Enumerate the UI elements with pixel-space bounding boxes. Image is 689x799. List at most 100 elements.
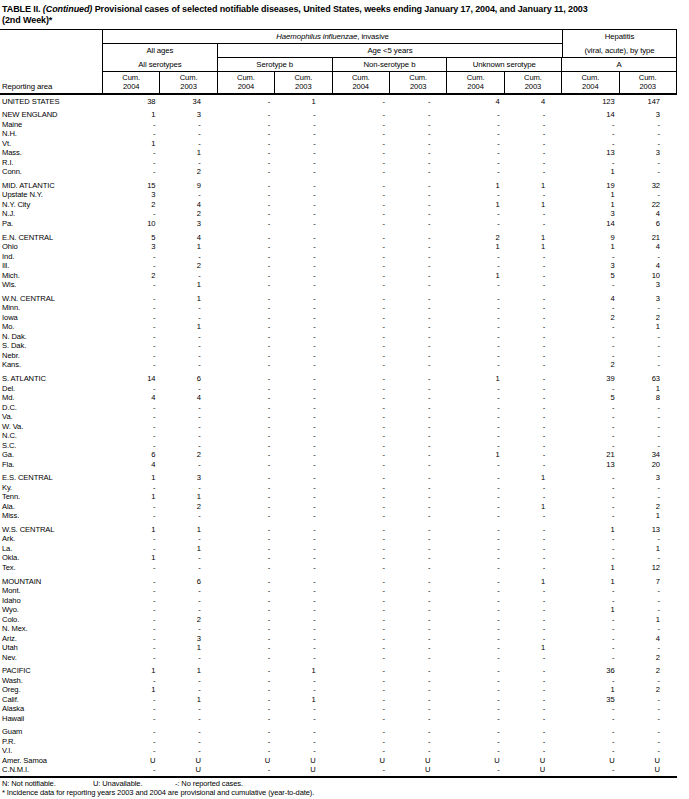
- value-cell: -: [103, 412, 160, 422]
- row-label: Tenn.: [0, 492, 103, 502]
- value-cell: -: [390, 252, 447, 262]
- table-row: E.N. CENTRAL54----21921: [0, 233, 677, 243]
- value-cell: 2: [160, 209, 217, 219]
- value-cell: -: [103, 351, 160, 361]
- value-cell: 1: [620, 615, 677, 625]
- value-cell: -: [447, 313, 504, 323]
- value-cell: 9: [160, 181, 217, 191]
- value-cell: -: [333, 209, 390, 219]
- value-cell: -: [103, 313, 160, 323]
- table-row: Ariz.-3-------4: [0, 634, 677, 644]
- value-cell: 36: [562, 666, 619, 676]
- value-cell: -: [218, 393, 275, 403]
- value-cell: -: [562, 615, 619, 625]
- row-label: Nev.: [0, 653, 103, 663]
- value-cell: 4: [160, 233, 217, 243]
- value-cell: 1: [447, 200, 504, 210]
- value-cell: -: [505, 332, 562, 342]
- value-cell: -: [275, 714, 332, 724]
- value-cell: -: [505, 525, 562, 535]
- column-header-cum-2003: Cum.2003: [275, 72, 332, 93]
- value-cell: -: [275, 577, 332, 587]
- value-cell: -: [447, 634, 504, 644]
- value-cell: -: [275, 502, 332, 512]
- value-cell: -: [275, 492, 332, 502]
- value-cell: -: [390, 322, 447, 332]
- value-cell: -: [390, 181, 447, 191]
- row-label: E.N. CENTRAL: [0, 233, 103, 243]
- value-cell: -: [103, 586, 160, 596]
- value-cell: -: [275, 676, 332, 686]
- value-cell: 4: [562, 294, 619, 304]
- value-cell: -: [505, 492, 562, 502]
- value-cell: -: [275, 704, 332, 714]
- value-cell: -: [447, 653, 504, 663]
- value-cell: -: [562, 412, 619, 422]
- value-cell: -: [333, 695, 390, 705]
- value-cell: 2: [160, 450, 217, 460]
- value-cell: -: [390, 280, 447, 290]
- all-serotypes-label: All serotypes: [103, 58, 217, 72]
- value-cell: -: [505, 431, 562, 441]
- value-cell: U: [620, 765, 677, 775]
- value-cell: -: [333, 200, 390, 210]
- value-cell: -: [333, 643, 390, 653]
- row-label: La.: [0, 544, 103, 554]
- value-cell: -: [447, 360, 504, 370]
- value-cell: -: [620, 190, 677, 200]
- value-cell: -: [505, 450, 562, 460]
- value-cell: -: [390, 403, 447, 413]
- value-cell: -: [218, 473, 275, 483]
- value-cell: -: [620, 441, 677, 451]
- value-cell: -: [160, 746, 217, 756]
- row-label: Miss.: [0, 511, 103, 521]
- cum-label: Cum.: [275, 73, 331, 82]
- value-cell: 19: [562, 181, 619, 191]
- value-cell: 1: [103, 666, 160, 676]
- value-cell: -: [275, 280, 332, 290]
- value-cell: 3: [160, 110, 217, 120]
- value-cell: -: [275, 511, 332, 521]
- value-cell: U: [505, 765, 562, 775]
- value-cell: -: [620, 492, 677, 502]
- value-cell: -: [505, 190, 562, 200]
- table-row: Ind.----------: [0, 252, 677, 262]
- table-row: Guam----------: [0, 727, 677, 737]
- value-cell: -: [505, 374, 562, 384]
- value-cell: 6: [620, 219, 677, 229]
- table-row: Tex.--------112: [0, 563, 677, 573]
- column-header-cum-2004: Cum.2004: [562, 72, 619, 93]
- value-cell: -: [562, 483, 619, 493]
- value-cell: -: [103, 643, 160, 653]
- value-cell: -: [218, 351, 275, 361]
- value-cell: -: [103, 695, 160, 705]
- value-cell: -: [562, 643, 619, 653]
- row-label: Md.: [0, 393, 103, 403]
- year-label: 2004: [103, 82, 159, 91]
- value-cell: -: [333, 294, 390, 304]
- value-cell: -: [275, 252, 332, 262]
- value-cell: -: [447, 737, 504, 747]
- table-row: Oreg.1-------12: [0, 685, 677, 695]
- table-row: N.H.----------: [0, 129, 677, 139]
- value-cell: -: [103, 129, 160, 139]
- value-cell: -: [447, 563, 504, 573]
- value-cell: -: [505, 167, 562, 177]
- value-cell: -: [505, 714, 562, 724]
- value-cell: -: [275, 233, 332, 243]
- cum-label: Cum.: [390, 73, 446, 82]
- value-cell: U: [160, 756, 217, 766]
- value-cell: -: [218, 252, 275, 262]
- haemophilus-invasive: , invasive: [357, 32, 389, 41]
- value-cell: -: [505, 209, 562, 219]
- value-cell: -: [505, 586, 562, 596]
- row-label: Ark.: [0, 534, 103, 544]
- year-label: 2004: [447, 82, 503, 91]
- value-cell: -: [620, 120, 677, 130]
- value-cell: -: [505, 746, 562, 756]
- value-cell: -: [275, 393, 332, 403]
- value-cell: -: [218, 294, 275, 304]
- value-cell: -: [620, 605, 677, 615]
- value-cell: -: [103, 332, 160, 342]
- value-cell: -: [447, 110, 504, 120]
